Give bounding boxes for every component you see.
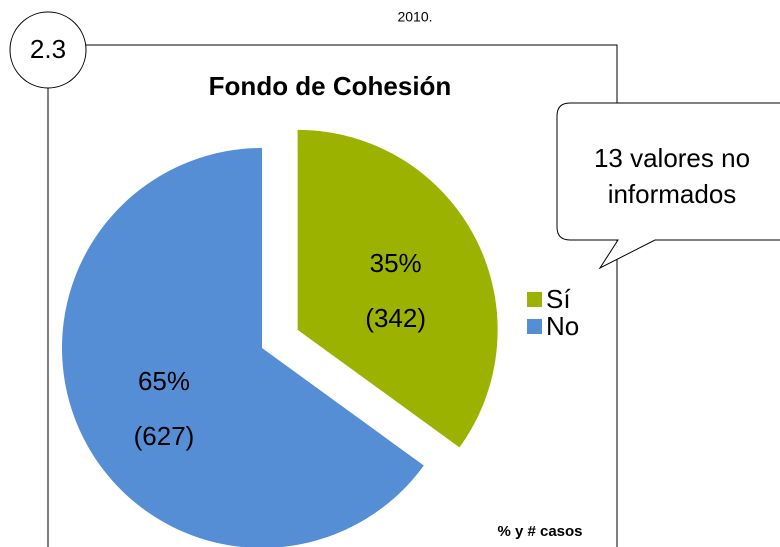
callout-line: informados	[608, 179, 737, 209]
count-label: (627)	[134, 421, 195, 451]
chart-title: Fondo de Cohesión	[209, 71, 452, 101]
value-label: 35%	[370, 248, 422, 278]
pie-slice	[297, 129, 498, 448]
header: 2010.	[397, 9, 432, 25]
badge-circle	[9, 11, 87, 89]
legend-label: Sí	[546, 284, 571, 314]
footnote: % y # casos	[497, 523, 582, 540]
legend-swatch	[527, 319, 542, 334]
legend-swatch	[527, 292, 542, 307]
count-label: (342)	[365, 303, 426, 333]
legend-label: No	[546, 311, 579, 341]
callout-line: 13 valores no	[594, 143, 750, 173]
badge: 2.3	[30, 34, 66, 64]
callout-bubble	[556, 102, 780, 270]
value-label: 65%	[138, 366, 190, 396]
pie-slice	[62, 148, 424, 547]
frame	[47, 44, 618, 547]
